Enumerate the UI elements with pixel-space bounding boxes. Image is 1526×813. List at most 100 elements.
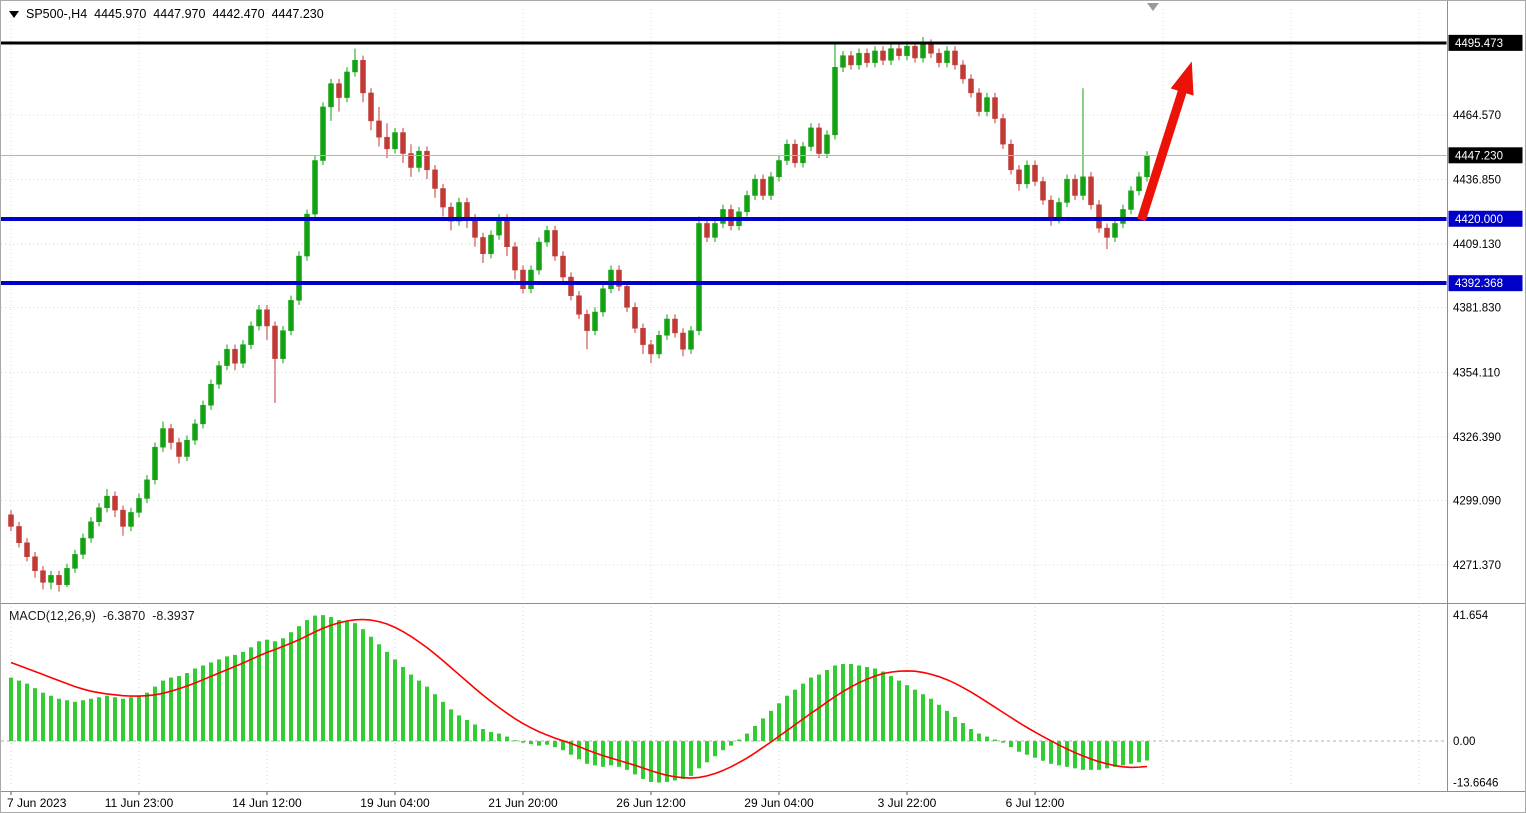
candle-body [312, 160, 318, 215]
macd-histogram-bar [337, 620, 341, 742]
symbol-name: SP500-,H4 [26, 7, 88, 21]
macd-histogram-bar [785, 695, 789, 742]
macd-histogram-bar [713, 741, 717, 757]
macd-histogram-bar [1049, 741, 1053, 764]
macd-histogram-bar [1097, 741, 1101, 770]
candle-body [944, 50, 950, 63]
macd-histogram-bar [609, 741, 613, 766]
candle-body [688, 330, 694, 350]
macd-histogram-bar [409, 674, 413, 742]
candle-body [584, 314, 590, 331]
candle-body [1024, 164, 1030, 185]
macd-histogram-bar [777, 703, 781, 742]
candle-body [640, 328, 646, 345]
macd-histogram-bar [441, 701, 445, 742]
macd-histogram-bar [969, 729, 973, 742]
candle-body [512, 246, 518, 271]
macd-histogram-bar [329, 617, 333, 742]
candle-body [832, 67, 838, 136]
macd-histogram-bar [305, 620, 309, 742]
macd-histogram-bar [289, 632, 293, 742]
macd-histogram-bar [457, 715, 461, 742]
candle-body [768, 176, 774, 196]
time-axis-label: 14 Jun 12:00 [232, 796, 302, 810]
bar-low-value: 4442.470 [212, 7, 265, 21]
candle-body [96, 507, 102, 523]
macd-histogram-bar [545, 741, 549, 745]
candle-body [776, 160, 782, 178]
macd-histogram-bar [809, 677, 813, 742]
macd-histogram-bar [433, 694, 437, 742]
symbol-marker-icon [9, 10, 19, 18]
macd-histogram-bar [897, 680, 901, 742]
candle-body [176, 442, 182, 457]
time-axis-label: 19 Jun 04:00 [360, 796, 430, 810]
macd-histogram-bar [265, 639, 269, 742]
candle-body [616, 269, 622, 287]
candle-body [1000, 118, 1006, 145]
macd-histogram-bar [1065, 741, 1069, 767]
time-axis-label: 29 Jun 04:00 [744, 796, 814, 810]
candle-body [8, 514, 14, 527]
macd-panel[interactable] [1, 615, 1447, 783]
price-axis[interactable]: 4464.570 4436.850 4409.130 4381.830 4354.110… [1448, 34, 1523, 572]
candle-body [1072, 178, 1078, 196]
macd-histogram-bar [977, 733, 981, 742]
macd-histogram-bar [673, 741, 677, 781]
candle-body [408, 153, 414, 168]
macd-histogram-bar [17, 680, 21, 742]
candle-body [592, 311, 598, 331]
candle-body [576, 295, 582, 315]
candle-body [544, 230, 550, 243]
macd-histogram-bar [313, 615, 317, 742]
candle-body [712, 223, 718, 238]
price-level-badge-bg [1448, 275, 1523, 292]
macd-axis[interactable]: 41.654 0.00 -13.6646 [1453, 610, 1498, 789]
macd-histogram-bar [113, 697, 117, 742]
candle-body [1104, 227, 1110, 238]
macd-histogram-bar [465, 719, 469, 742]
candle-body [128, 512, 134, 527]
candle-body [528, 269, 534, 289]
price-axis-tick: 4271.370 [1453, 560, 1501, 572]
autoscroll-marker-icon [1147, 3, 1159, 11]
macd-histogram-bar [521, 741, 525, 743]
macd-histogram-bar [369, 636, 373, 742]
candle-body [320, 106, 326, 161]
macd-histogram-bar [41, 692, 45, 742]
macd-histogram-bar [273, 641, 277, 742]
macd-histogram-bar [57, 698, 61, 742]
macd-histogram-bar [697, 741, 701, 769]
macd-histogram-bar [105, 695, 109, 742]
macd-histogram-bar [185, 673, 189, 742]
macd-histogram-bar [249, 647, 253, 742]
candle-body [432, 169, 438, 189]
arrow-shaft[interactable] [1137, 86, 1188, 222]
time-axis[interactable]: 7 Jun 2023 11 Jun 23:00 14 Jun 12:00 19 Jun… [7, 791, 1065, 811]
current-price-badge: 4447.230 [1455, 150, 1503, 162]
arrow-head[interactable] [1170, 61, 1194, 96]
bar-close-value: 4447.230 [271, 7, 324, 21]
macd-histogram-bar [377, 644, 381, 742]
macd-histogram-bar [321, 615, 325, 742]
macd-histogram-bar [281, 638, 285, 742]
macd-histogram-bar [497, 733, 501, 742]
bullish-arrow[interactable] [1137, 61, 1194, 222]
macd-histogram-bar [1041, 741, 1045, 761]
candle-body [280, 330, 286, 359]
macd-histogram-bar [9, 677, 13, 742]
macd-histogram-bar [1129, 741, 1133, 764]
macd-histogram-bar [1089, 741, 1093, 770]
price-axis-tick: 4354.110 [1453, 367, 1500, 379]
candle-body [200, 404, 206, 425]
candle-body [1016, 169, 1022, 185]
macd-axis-tick: 0.00 [1453, 736, 1475, 748]
candle-body [344, 71, 350, 98]
macd-histogram-bar [729, 741, 733, 746]
candle-body [1136, 176, 1142, 192]
candle-body [848, 55, 854, 66]
price-axis-tick: 4299.090 [1453, 496, 1501, 508]
macd-histogram-bar [793, 689, 797, 742]
candle-body [608, 269, 614, 289]
